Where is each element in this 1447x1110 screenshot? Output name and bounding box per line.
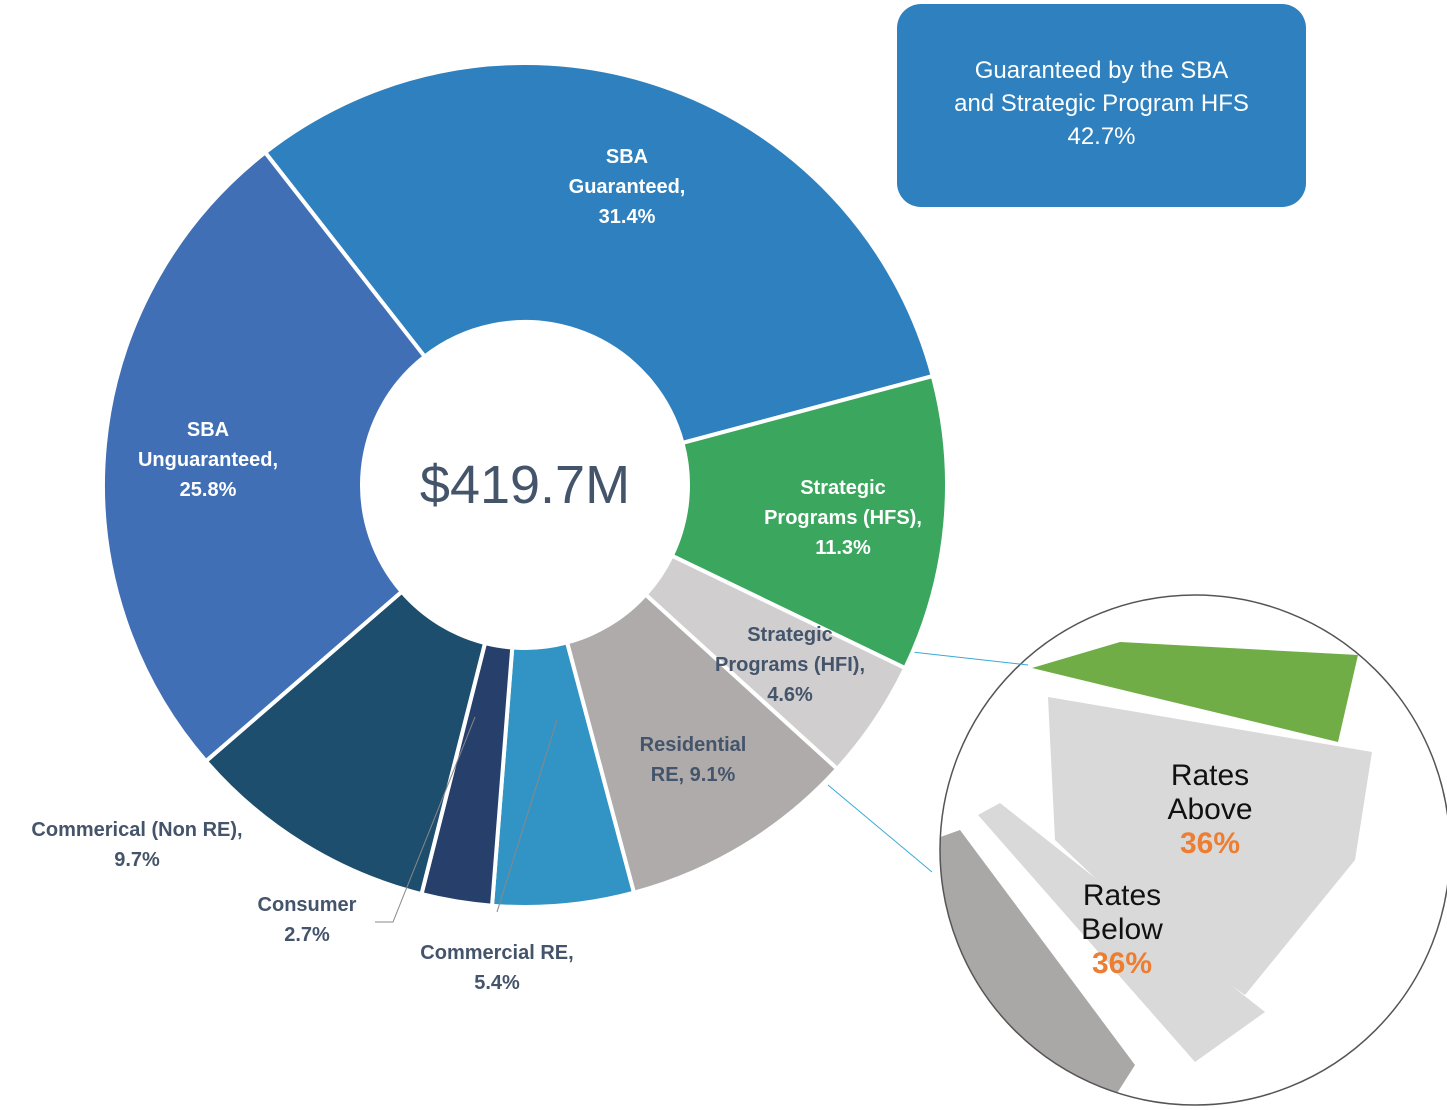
- callout-line: and Strategic Program HFS: [954, 90, 1249, 117]
- zoom-text: Rates Below: [1081, 879, 1163, 946]
- zoom-text: Rates Above: [1167, 759, 1253, 826]
- wedge: [262, 61, 936, 446]
- category-label: Commerical (Non RE),: [31, 819, 243, 841]
- category-label: SBA Unguaranteed,: [137, 419, 279, 471]
- callout-line: Guaranteed by the SBA: [974, 57, 1229, 84]
- wedge: [203, 588, 488, 897]
- value-label: 31.4%: [598, 206, 656, 228]
- value-label: 5.4%: [474, 972, 520, 994]
- category-label: Strategic Programs (HFS),: [764, 477, 922, 529]
- category-label: Strategic Programs (HFI),: [714, 624, 866, 676]
- zoom-label: Rates Below 36%: [1062, 879, 1182, 981]
- category-label: Residential RE,: [639, 734, 747, 786]
- category-label: Commercial RE,: [420, 942, 574, 964]
- data-label: Consumer 2.7%: [247, 890, 367, 950]
- leader-line: [375, 716, 476, 923]
- wedge: [564, 591, 841, 896]
- value-label: 4.6%: [767, 684, 813, 706]
- value-label: 11.3%: [815, 537, 871, 559]
- callout-line: 42.7%: [1067, 123, 1136, 150]
- zoom-connector: [827, 784, 933, 873]
- wedge: [101, 149, 428, 765]
- zoom-label: Rates Above 36%: [1150, 759, 1270, 861]
- data-label: SBA Guaranteed, 31.4%: [562, 142, 692, 232]
- value-label: 9.7%: [114, 849, 160, 871]
- zoom-value: 36%: [1179, 827, 1241, 860]
- zoom-gray: [1048, 697, 1372, 995]
- data-label: Strategic Programs (HFI), 4.6%: [700, 620, 880, 710]
- zoom-green: [1032, 642, 1358, 742]
- zoom-inset: [827, 594, 1447, 1106]
- zoom-strip: [978, 803, 1265, 1062]
- value-label: 2.7%: [284, 924, 330, 946]
- data-label: Commercial RE, 5.4%: [407, 938, 587, 998]
- category-label: Consumer: [257, 894, 357, 916]
- center-label: $419.7M: [419, 455, 631, 515]
- value-label: 9.1%: [689, 764, 736, 786]
- data-label: Commerical (Non RE), 9.7%: [22, 815, 252, 875]
- data-label: SBA Unguaranteed, 25.8%: [118, 415, 298, 505]
- callout: Guaranteed by the SBA and Strategic Prog…: [897, 4, 1306, 207]
- zoom-circle: [939, 594, 1447, 1106]
- category-label: SBA Guaranteed,: [568, 146, 686, 198]
- wedge: [669, 373, 949, 671]
- data-label: Strategic Programs (HFS), 11.3%: [756, 473, 931, 563]
- zoom-connector: [911, 651, 1029, 666]
- wedges: [101, 61, 949, 909]
- value-label: 25.8%: [179, 479, 237, 501]
- data-label: Residential RE, 9.1%: [628, 730, 758, 790]
- leader-line: [496, 719, 558, 913]
- zoom-value: 36%: [1091, 947, 1153, 980]
